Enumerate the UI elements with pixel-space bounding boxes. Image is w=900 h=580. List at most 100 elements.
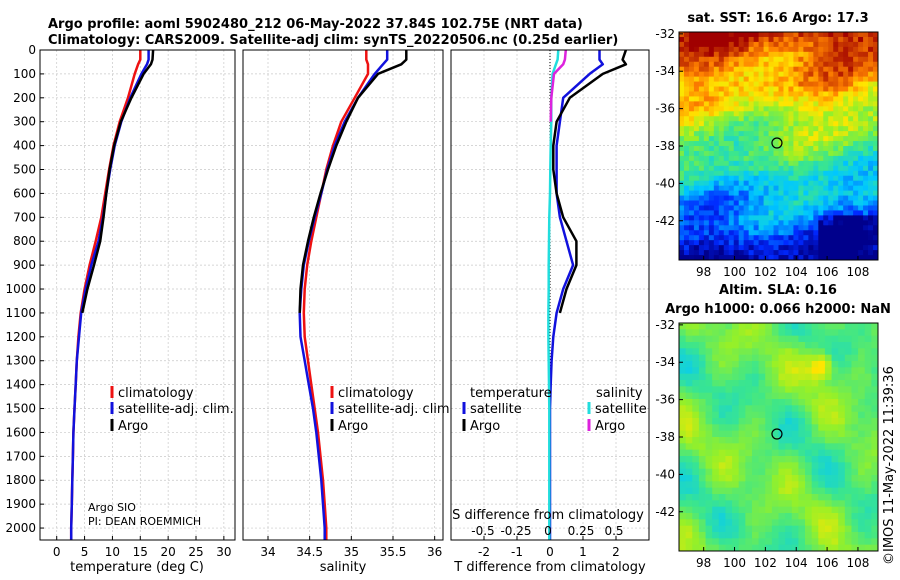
sst-cell bbox=[843, 121, 849, 127]
sst-cell bbox=[683, 76, 690, 82]
sst-cell bbox=[683, 46, 690, 53]
sst-cell bbox=[783, 165, 789, 172]
sst-cell bbox=[783, 141, 789, 147]
sla-cell bbox=[838, 418, 846, 425]
sla-cell bbox=[791, 449, 799, 457]
sst-cell bbox=[773, 32, 779, 38]
sla-cell bbox=[698, 323, 706, 330]
sla-cell bbox=[851, 399, 859, 406]
sst-cell bbox=[833, 46, 839, 53]
sla-cell bbox=[679, 544, 687, 552]
sst-cell bbox=[838, 121, 844, 127]
sla-cell bbox=[765, 532, 773, 539]
sla-cell bbox=[818, 487, 826, 495]
sla-cell bbox=[818, 386, 826, 394]
sst-cell bbox=[838, 170, 844, 177]
sst-cell bbox=[748, 116, 755, 122]
sla-cell bbox=[718, 487, 726, 495]
sst-cell bbox=[808, 160, 814, 167]
sla-cell bbox=[831, 405, 839, 413]
sst-cell bbox=[713, 116, 720, 122]
sla-cell bbox=[758, 399, 766, 406]
sla-cell bbox=[791, 361, 799, 368]
sla-cell bbox=[785, 487, 793, 495]
sla-cell bbox=[712, 513, 720, 520]
sst-cell bbox=[679, 250, 685, 256]
sst-cell bbox=[798, 116, 804, 122]
argo-position-marker bbox=[771, 428, 783, 440]
sst-cell bbox=[708, 131, 715, 137]
sla-cell bbox=[858, 532, 866, 539]
sst-cell bbox=[813, 56, 819, 63]
sst-cell bbox=[823, 86, 829, 92]
sst-cell bbox=[703, 32, 710, 38]
sst-cell bbox=[723, 41, 730, 48]
sla-cell bbox=[765, 513, 773, 520]
sst-cell bbox=[798, 51, 804, 58]
sst-cell bbox=[818, 111, 824, 117]
sla-cell bbox=[692, 354, 700, 362]
sst-cell bbox=[733, 136, 740, 142]
sst-cell bbox=[753, 190, 760, 196]
sst-cell bbox=[803, 106, 809, 112]
sst-cell bbox=[768, 56, 774, 63]
sst-cell bbox=[768, 165, 774, 172]
sla-cell bbox=[871, 456, 879, 463]
sst-cell bbox=[688, 235, 695, 241]
sla-cell bbox=[738, 487, 746, 495]
sst-cell bbox=[808, 121, 814, 127]
sst-cell bbox=[798, 235, 804, 241]
sla-cell bbox=[844, 513, 852, 520]
sst-cell bbox=[793, 205, 799, 211]
sla-cell bbox=[685, 449, 693, 457]
sst-cell bbox=[813, 116, 819, 122]
sst-cell bbox=[703, 91, 710, 97]
sla-cell bbox=[751, 380, 759, 387]
sst-cell bbox=[818, 46, 824, 53]
sst-cell bbox=[783, 185, 789, 192]
sst-cell bbox=[853, 86, 859, 92]
sst-cell bbox=[773, 116, 779, 122]
sst-cell bbox=[753, 160, 760, 167]
sst-cell bbox=[688, 220, 695, 226]
sst-cell bbox=[718, 160, 725, 167]
sst-cell bbox=[713, 41, 720, 48]
sla-cell bbox=[798, 399, 806, 406]
sst-cell bbox=[773, 240, 779, 246]
sst-cell bbox=[733, 91, 740, 97]
sla-cell bbox=[771, 329, 779, 337]
sla-cell bbox=[685, 329, 693, 337]
sst-cell bbox=[738, 61, 745, 68]
sla-cell bbox=[732, 342, 740, 349]
sla-cell bbox=[679, 323, 687, 330]
sst-cell bbox=[738, 41, 745, 48]
sla-cell bbox=[811, 386, 819, 394]
sst-cell bbox=[743, 136, 750, 142]
sst-cell bbox=[718, 245, 725, 251]
sst-cell bbox=[813, 146, 819, 152]
sla-cell bbox=[732, 532, 740, 539]
sla-cell bbox=[785, 500, 793, 508]
sla-cell bbox=[745, 437, 753, 444]
sla-cell bbox=[824, 361, 832, 368]
sla-cell bbox=[824, 525, 832, 533]
sla-cell bbox=[685, 544, 693, 552]
sst-cell bbox=[683, 240, 690, 246]
sla-cell bbox=[864, 405, 872, 413]
sla-cell bbox=[824, 399, 832, 406]
sst-cell bbox=[803, 160, 809, 167]
s-difference-xlabel: S difference from climatology bbox=[452, 508, 644, 523]
sla-cell bbox=[811, 475, 819, 482]
sla-cell bbox=[698, 538, 706, 546]
sst-cell bbox=[778, 255, 784, 261]
sst-cell bbox=[773, 36, 779, 43]
sla-cell bbox=[824, 544, 832, 552]
legend-label-satellite: satellite-adj. clim. bbox=[338, 402, 454, 417]
sst-cell bbox=[708, 225, 715, 231]
sst-cell bbox=[713, 86, 720, 92]
sst-cell bbox=[683, 101, 690, 107]
sla-cell bbox=[851, 513, 859, 520]
sla-cell bbox=[791, 329, 799, 337]
sst-cell bbox=[873, 240, 879, 246]
sst-cell bbox=[728, 180, 735, 187]
